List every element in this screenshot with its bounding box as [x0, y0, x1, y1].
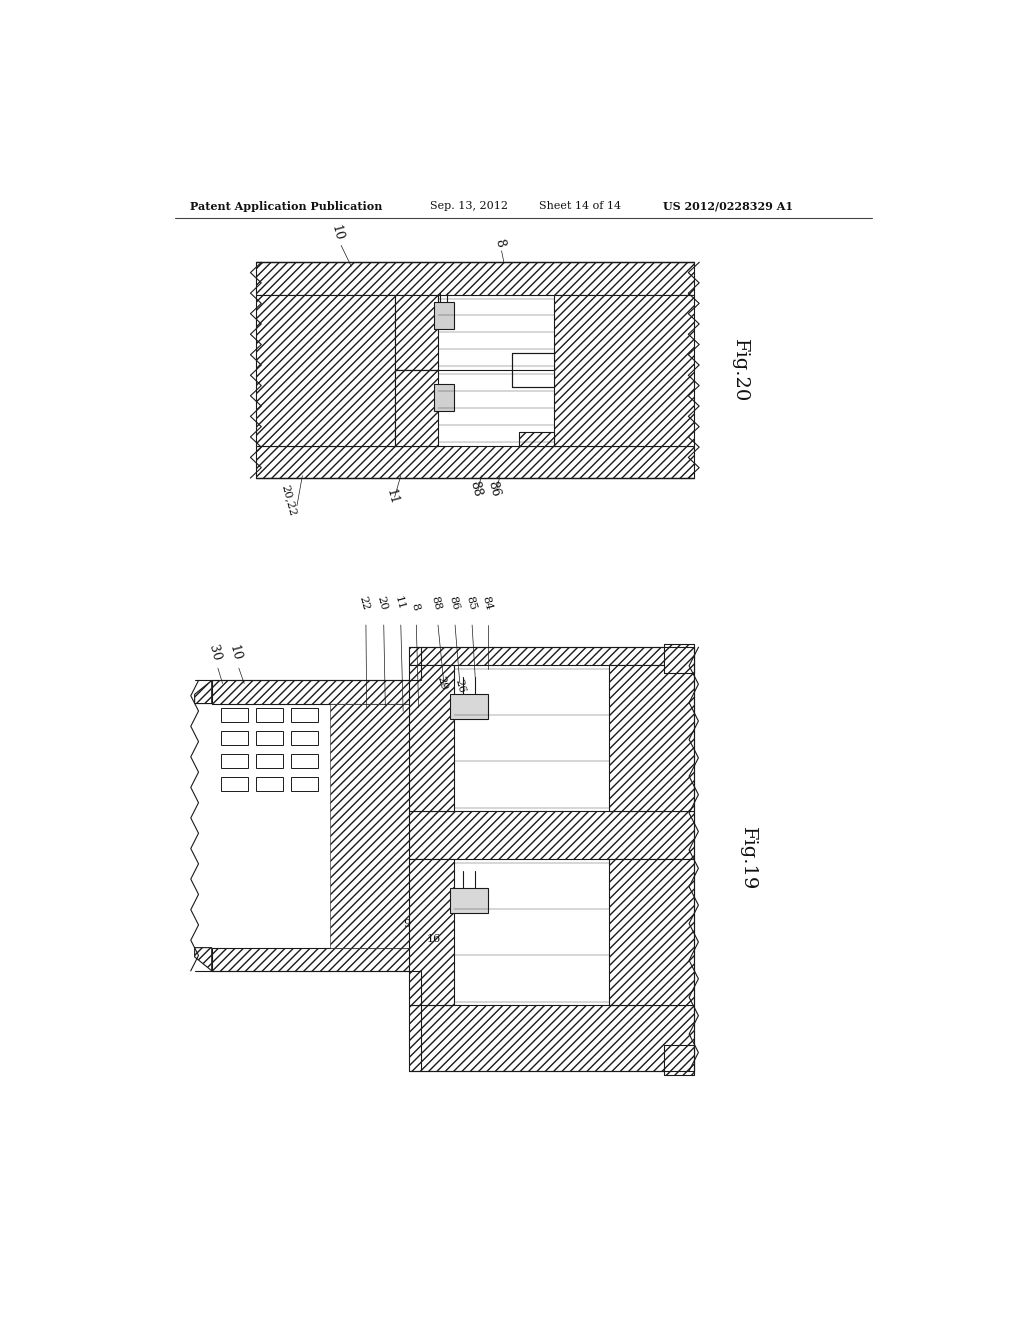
Bar [519, 432, 554, 446]
Bar [221, 755, 248, 768]
Text: 88: 88 [467, 479, 483, 498]
Bar [256, 755, 283, 768]
Bar [665, 644, 693, 673]
Bar [221, 708, 248, 722]
Text: 22: 22 [357, 595, 371, 611]
Bar [434, 384, 454, 411]
Text: US 2012/0228329 A1: US 2012/0228329 A1 [663, 201, 793, 211]
Bar [554, 294, 693, 446]
Text: Patent Application Publication: Patent Application Publication [190, 201, 382, 211]
Bar [256, 446, 693, 478]
Text: 30: 30 [207, 643, 223, 661]
Bar [410, 1006, 693, 1071]
Bar [330, 704, 421, 948]
Bar [608, 665, 693, 812]
Bar [410, 665, 455, 812]
Bar [256, 294, 395, 446]
Text: 84: 84 [480, 595, 494, 611]
Bar [519, 432, 554, 446]
Bar [410, 812, 693, 859]
Bar [665, 1045, 693, 1074]
Bar [212, 681, 421, 704]
Bar [410, 647, 693, 665]
Bar [256, 263, 693, 294]
Bar [395, 294, 438, 370]
Bar [410, 859, 455, 1006]
Text: 29: 29 [435, 676, 449, 692]
Bar [291, 777, 317, 792]
Text: 88: 88 [430, 595, 443, 611]
Bar [434, 302, 454, 330]
Bar [256, 777, 283, 792]
Bar [395, 370, 438, 446]
Text: 8: 8 [493, 238, 507, 248]
Bar [554, 294, 693, 446]
Bar [608, 859, 693, 1006]
Bar [256, 263, 693, 294]
Text: 85: 85 [464, 595, 477, 611]
Text: Sheet 14 of 14: Sheet 14 of 14 [539, 201, 621, 211]
Bar [221, 731, 248, 744]
Text: Fig.20: Fig.20 [731, 338, 750, 401]
Bar [212, 948, 421, 970]
Bar [221, 777, 248, 792]
Text: 10: 10 [329, 223, 345, 243]
Bar [410, 1006, 693, 1071]
Bar [212, 681, 421, 704]
Polygon shape [195, 681, 212, 704]
Bar [291, 755, 317, 768]
Bar [608, 859, 693, 1006]
Bar [291, 731, 317, 744]
Bar [410, 812, 693, 859]
Text: Sep. 13, 2012: Sep. 13, 2012 [430, 201, 508, 211]
Bar [256, 708, 283, 722]
Text: 11: 11 [383, 487, 399, 507]
Bar [256, 731, 283, 744]
Text: 26: 26 [453, 677, 466, 694]
Bar [291, 708, 317, 722]
Text: 11: 11 [392, 595, 406, 611]
Bar [665, 644, 693, 673]
Text: 9: 9 [403, 919, 411, 929]
Text: Fig.19: Fig.19 [739, 828, 757, 891]
Text: 16: 16 [427, 935, 441, 944]
Bar [395, 370, 438, 446]
Bar [410, 665, 455, 812]
Bar [410, 647, 693, 665]
Text: 20,22: 20,22 [281, 483, 298, 517]
Bar [410, 859, 455, 1006]
Text: 10: 10 [226, 643, 244, 661]
Bar [395, 294, 438, 370]
Bar [665, 1045, 693, 1074]
Bar [608, 665, 693, 812]
Bar [451, 694, 487, 719]
Bar [256, 294, 395, 446]
Polygon shape [195, 948, 212, 970]
Text: 20: 20 [376, 595, 389, 611]
Bar [451, 888, 487, 913]
Text: 8: 8 [409, 602, 421, 611]
Bar [256, 446, 693, 478]
Text: 86: 86 [485, 479, 502, 498]
Bar [212, 948, 421, 970]
Text: 86: 86 [446, 595, 460, 611]
Bar [512, 354, 554, 387]
